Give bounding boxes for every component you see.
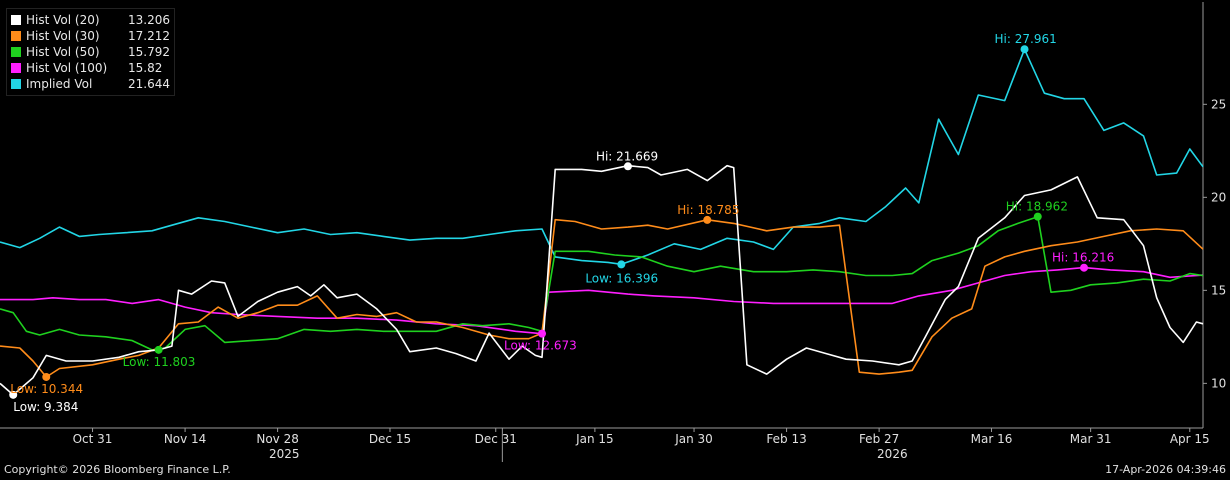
x-tick-label: Dec 15 — [369, 432, 411, 446]
annotation-marker — [1020, 45, 1029, 54]
annotation-marker — [703, 215, 712, 224]
annotation-marker — [1033, 212, 1042, 221]
legend-item[interactable]: Hist Vol (30) 17.212 — [11, 28, 170, 44]
series-line-implied-vol — [0, 48, 1204, 266]
y-tick-label: 15 — [1211, 283, 1226, 297]
x-tick-label: Feb 27 — [859, 432, 899, 446]
year-label: 2025 — [269, 447, 300, 461]
annotation-marker — [617, 260, 626, 269]
copyright-text: Copyright© 2026 Bloomberg Finance L.P. — [4, 463, 231, 476]
x-tick-label: Mar 31 — [1070, 432, 1112, 446]
x-tick-label: Nov 14 — [164, 432, 207, 446]
legend-series-value: 13.206 — [128, 13, 170, 27]
legend-series-name: Hist Vol (100) — [26, 61, 108, 75]
legend-swatch — [11, 15, 21, 25]
series-line-hist-vol-30 — [0, 218, 1204, 378]
annotation-marker — [154, 345, 163, 354]
x-tick-label: Feb 13 — [766, 432, 806, 446]
x-tick-label: Oct 31 — [73, 432, 113, 446]
x-tick-label: Dec 31 — [475, 432, 517, 446]
legend-item[interactable]: Hist Vol (50) 15.792 — [11, 44, 170, 60]
annotation-marker — [623, 162, 632, 171]
x-tick-label: Mar 16 — [971, 432, 1013, 446]
legend-series-value: 21.644 — [128, 77, 170, 91]
annotation-marker — [9, 390, 18, 399]
legend-series-value: 15.792 — [128, 45, 170, 59]
legend-swatch — [11, 79, 21, 89]
legend-swatch — [11, 31, 21, 41]
y-tick-label: 10 — [1211, 376, 1226, 390]
annotation-label: Hi: 27.961 — [995, 32, 1057, 46]
legend-swatch — [11, 47, 21, 57]
annotation-label: Hi: 16.216 — [1052, 251, 1114, 265]
timestamp-text: 17-Apr-2026 04:39:46 — [1105, 463, 1226, 476]
legend-series-name: Implied Vol — [26, 77, 93, 91]
annotation-marker — [1080, 263, 1089, 272]
legend-item[interactable]: Implied Vol 21.644 — [11, 76, 170, 92]
x-tick-label: Jan 30 — [674, 432, 713, 446]
legend-series-name: Hist Vol (20) — [26, 13, 100, 27]
annotation-label: Low: 12.673 — [504, 339, 577, 353]
legend-item[interactable]: Hist Vol (20) 13.206 — [11, 12, 170, 28]
annotation-label: Low: 16.396 — [585, 271, 658, 285]
annotation-label: Low: 9.384 — [13, 400, 78, 414]
y-tick-label: 25 — [1211, 97, 1226, 111]
annotation-label: Hi: 18.785 — [677, 203, 739, 217]
x-tick-label: Apr 15 — [1170, 432, 1210, 446]
legend-item[interactable]: Hist Vol (100) 15.82 — [11, 60, 170, 76]
y-tick-label: 20 — [1211, 190, 1226, 204]
series-line-hist-vol-100 — [0, 266, 1204, 335]
annotation-marker — [42, 372, 51, 381]
annotation-label: Hi: 21.669 — [596, 149, 658, 163]
annotation-label: Hi: 18.962 — [1006, 200, 1068, 214]
annotation-label: Low: 11.803 — [123, 355, 196, 369]
year-label: 2026 — [877, 447, 908, 461]
legend-swatch — [11, 63, 21, 73]
legend-series-value: 15.82 — [128, 61, 163, 75]
series-line-hist-vol-20 — [0, 164, 1204, 396]
legend: Hist Vol (20) 13.206 Hist Vol (30) 17.21… — [6, 8, 175, 96]
legend-series-value: 17.212 — [128, 29, 170, 43]
annotation-marker — [538, 329, 547, 338]
x-tick-label: Jan 15 — [575, 432, 614, 446]
annotation-label: Low: 10.344 — [10, 382, 83, 396]
x-tick-label: Nov 28 — [256, 432, 299, 446]
legend-series-name: Hist Vol (30) — [26, 29, 100, 43]
legend-series-name: Hist Vol (50) — [26, 45, 100, 59]
